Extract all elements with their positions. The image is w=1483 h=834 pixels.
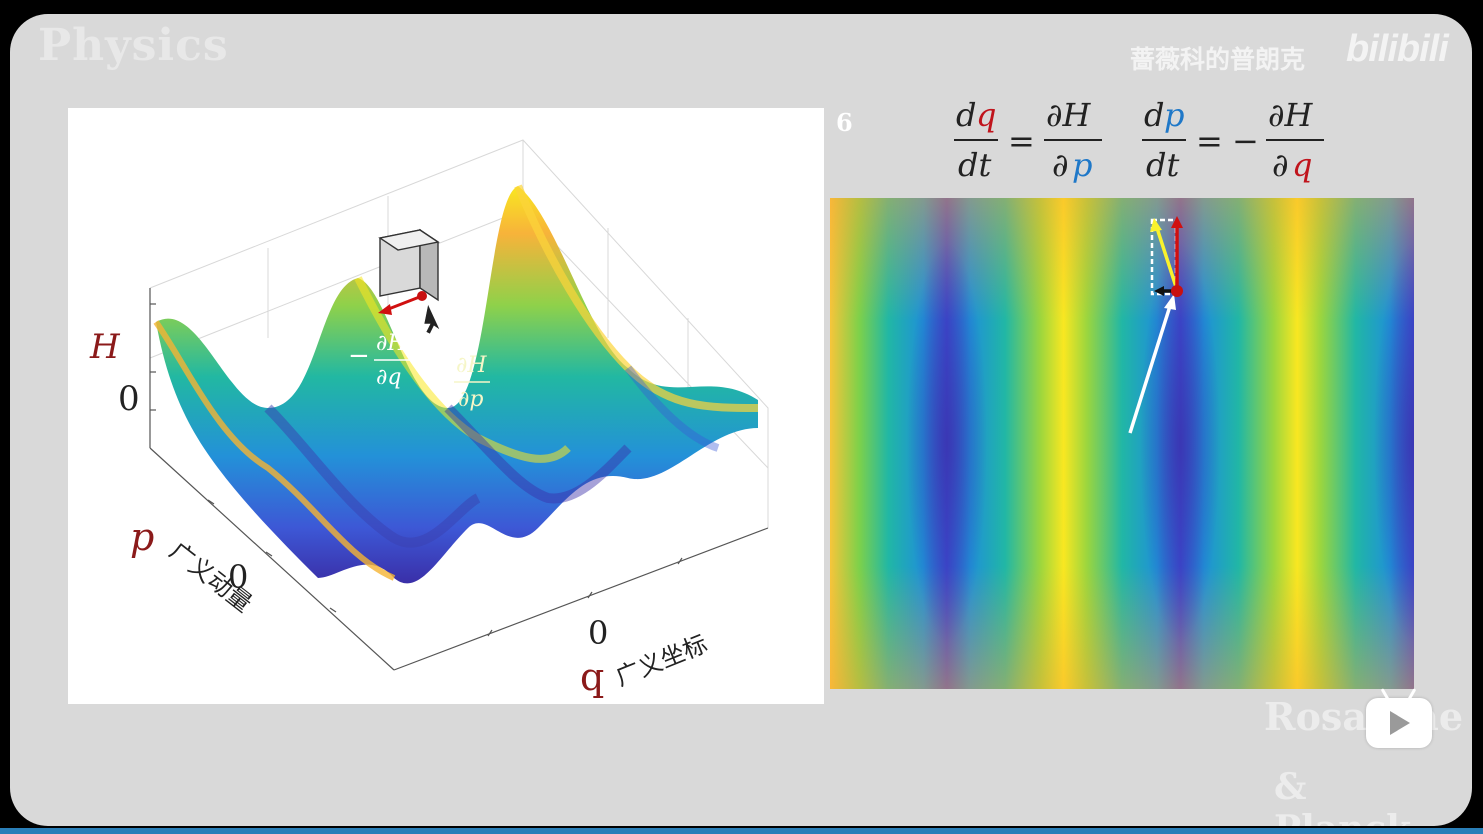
grad-q-denominator: ∂q [376, 365, 401, 390]
surface-plot-panel: H 0 − ∂H ∂q ∂H ∂p p 广义动量 0 0 q 广义坐标 [68, 108, 824, 704]
bilibili-logo: bilibili [1346, 28, 1449, 70]
play-button[interactable] [1366, 688, 1432, 748]
eq2-rhs-num: ∂H [1268, 96, 1314, 134]
hamilton-equations: d q dt = ∂H ∂ p d p dt = − ∂H ∂ q [954, 96, 1324, 184]
eq2-num-p: p [1164, 96, 1184, 134]
grad-p-denominator: ∂p [458, 387, 483, 412]
video-frame: Physics 蔷薇科的普朗克 bilibili [10, 14, 1472, 826]
eq2-rhs-den-q: q [1292, 146, 1312, 184]
grad-q-minus: − [348, 341, 370, 371]
vector-overlay [1128, 216, 1183, 434]
front-axes [149, 288, 769, 671]
q-axis-caption: 广义坐标 [612, 630, 711, 692]
p-zero-tick: 0 [228, 558, 248, 596]
eq2-num-d: d [1144, 96, 1164, 134]
eq1-den: dt [958, 146, 991, 184]
physics-watermark: Physics [38, 20, 229, 71]
author-watermark: 蔷薇科的普朗克 [1130, 46, 1306, 74]
eq2-minus: − [1232, 122, 1259, 160]
tangent-box [378, 228, 440, 302]
q-zero-tick: 0 [588, 614, 608, 652]
q-axis-label: q [580, 655, 604, 699]
grad-p-numerator: ∂H [456, 353, 487, 378]
p-axis-label: p [130, 515, 154, 559]
surface-waves [153, 184, 759, 584]
eq1-rhs-den-p: p [1072, 146, 1092, 184]
grad-q-numerator: ∂H [376, 331, 407, 356]
eq2-equals: = [1196, 122, 1223, 160]
eq1-num-q: q [976, 96, 996, 134]
rosaceae-watermark: Rosaceae [1264, 694, 1464, 739]
eq1-rhs-den-d: ∂ [1052, 146, 1069, 184]
gradient-arrow [378, 291, 441, 335]
play-icon [1390, 711, 1410, 735]
eq1-equals: = [1008, 122, 1035, 160]
eq1-num-d: d [956, 96, 976, 134]
h-zero-tick: 0 [118, 379, 140, 419]
eq2-den: dt [1146, 146, 1179, 184]
eq1-rhs-num: ∂H [1046, 96, 1092, 134]
phase-heatmap [830, 198, 1414, 689]
surface-plot: H 0 − ∂H ∂q ∂H ∂p p 广义动量 0 0 q 广义坐标 [89, 139, 769, 699]
eq2-rhs-den-d: ∂ [1272, 146, 1289, 184]
progress-bar[interactable] [0, 828, 1483, 834]
planck-watermark: & Planck [1274, 766, 1411, 826]
h-axis-label: H [89, 327, 121, 367]
slide-number: 6 [836, 108, 853, 137]
